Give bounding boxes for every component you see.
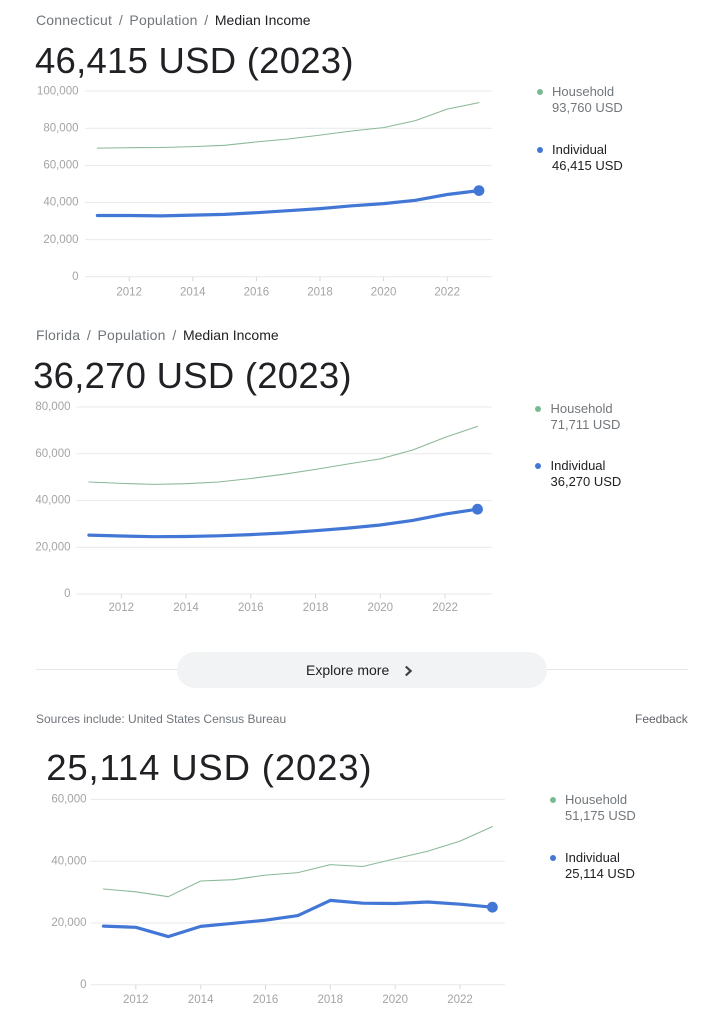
svg-text:2020: 2020 — [371, 286, 397, 298]
svg-text:2014: 2014 — [180, 286, 206, 298]
svg-text:2022: 2022 — [447, 994, 473, 1006]
svg-text:0: 0 — [72, 271, 78, 283]
svg-text:2014: 2014 — [173, 602, 199, 614]
svg-text:100,000: 100,000 — [37, 85, 79, 97]
svg-text:40,000: 40,000 — [51, 855, 86, 867]
svg-text:2016: 2016 — [244, 286, 270, 298]
svg-text:2022: 2022 — [432, 602, 458, 614]
svg-text:2016: 2016 — [253, 994, 279, 1006]
svg-text:2016: 2016 — [238, 602, 264, 614]
svg-text:20,000: 20,000 — [35, 541, 70, 553]
svg-text:2018: 2018 — [307, 286, 333, 298]
svg-text:0: 0 — [64, 588, 70, 600]
svg-text:80,000: 80,000 — [35, 401, 70, 413]
svg-text:80,000: 80,000 — [43, 122, 78, 134]
svg-text:20,000: 20,000 — [43, 234, 78, 246]
svg-text:40,000: 40,000 — [43, 197, 78, 209]
svg-text:60,000: 60,000 — [43, 160, 78, 172]
svg-text:60,000: 60,000 — [35, 448, 70, 460]
svg-text:2020: 2020 — [382, 994, 408, 1006]
svg-text:20,000: 20,000 — [51, 917, 86, 929]
svg-text:2012: 2012 — [123, 994, 149, 1006]
svg-text:2014: 2014 — [188, 994, 214, 1006]
svg-text:40,000: 40,000 — [35, 495, 70, 507]
svg-text:2018: 2018 — [303, 602, 329, 614]
svg-text:2012: 2012 — [116, 286, 142, 298]
svg-text:2022: 2022 — [434, 286, 460, 298]
svg-text:2020: 2020 — [368, 602, 394, 614]
svg-text:60,000: 60,000 — [51, 794, 86, 806]
svg-text:0: 0 — [80, 979, 86, 991]
svg-text:2018: 2018 — [318, 994, 344, 1006]
svg-text:2012: 2012 — [109, 602, 135, 614]
